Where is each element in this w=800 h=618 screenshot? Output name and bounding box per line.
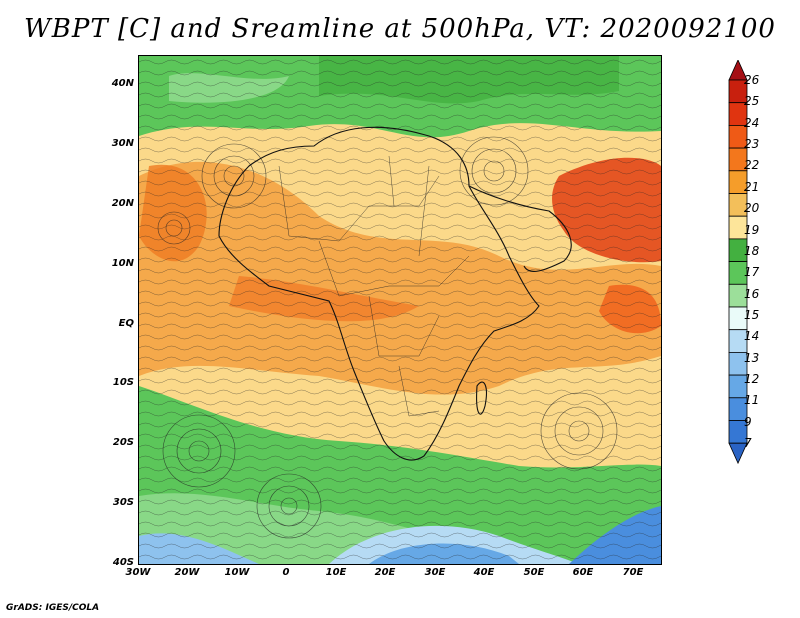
- colorbar-label: 9: [744, 414, 752, 429]
- lat-tick-20n: 20N: [111, 198, 134, 209]
- lat-tick-30s: 30S: [112, 497, 134, 508]
- lat-tick-40n: 40N: [111, 78, 134, 89]
- lon-tick-70e: 70E: [622, 567, 644, 578]
- colorbar-label: 19: [744, 222, 760, 237]
- streamline-texture: [139, 56, 661, 564]
- lat-tick-40s: 40S: [112, 557, 134, 568]
- colorbar-label: 7: [744, 436, 752, 451]
- lat-tick-10n: 10N: [111, 258, 134, 269]
- colorbar-label: 22: [744, 158, 760, 173]
- colorbar-label: 12: [744, 372, 760, 387]
- lat-tick-30n: 30N: [111, 138, 134, 149]
- lon-tick-40e: 40E: [473, 567, 495, 578]
- colorbar-label: 21: [744, 179, 760, 194]
- colorbar-label: 24: [744, 115, 760, 130]
- lon-tick-60e: 60E: [572, 567, 594, 578]
- colorbar-label: 15: [744, 308, 760, 322]
- colorbar-label: 23: [744, 137, 760, 152]
- grads-credit: GrADS: IGES/COLA: [6, 603, 100, 613]
- lon-tick-10e: 10E: [325, 567, 347, 578]
- wbpt-field-map: [139, 56, 661, 564]
- colorbar-bottom-arrow: [728, 442, 748, 465]
- colorbar: [728, 60, 748, 465]
- lon-tick-20e: 20E: [374, 567, 396, 578]
- colorbar-label: 14: [744, 329, 760, 344]
- colorbar-label: 16: [744, 286, 760, 301]
- lon-tick-50e: 50E: [523, 567, 545, 578]
- lon-tick-10w: 10W: [224, 567, 250, 578]
- country-borders: [278, 155, 470, 417]
- lat-tick-20s: 20S: [112, 437, 134, 448]
- lon-tick-30e: 30E: [424, 567, 446, 578]
- lon-tick-0: 0: [282, 567, 290, 578]
- colorbar-label: 18: [744, 243, 760, 258]
- lat-tick-eq: EQ: [118, 318, 134, 329]
- lat-tick-10s: 10S: [112, 377, 134, 388]
- lon-tick-20w: 20W: [174, 567, 200, 578]
- colorbar-label: 11: [744, 393, 760, 408]
- colorbar-label: 26: [744, 73, 760, 87]
- map-panel: [138, 55, 662, 565]
- colorbar-label: 17: [744, 265, 760, 280]
- map-title: WBPT [C] and Sreamline at 500hPa, VT: 20…: [24, 14, 776, 44]
- colorbar-label: 20: [744, 201, 760, 216]
- colorbar-label: 13: [744, 350, 760, 365]
- lon-tick-30w: 30W: [125, 567, 151, 578]
- coastlines: [218, 126, 572, 461]
- colorbar-label: 25: [744, 94, 760, 109]
- streamline-vortices: [157, 136, 618, 539]
